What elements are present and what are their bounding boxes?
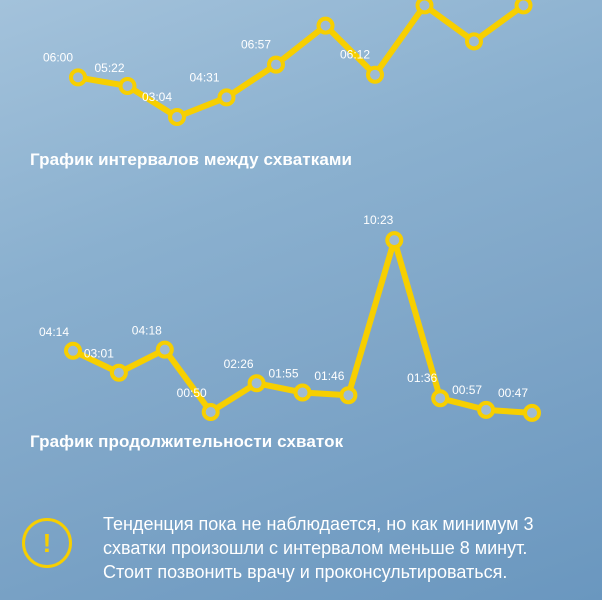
intervals-chart-svg: 06:00 05:22 03:04 04:31 06:57 06:12 xyxy=(43,0,533,126)
durations-point-label: 01:46 xyxy=(314,369,344,383)
alert-text: Тенденция пока не наблюдается, но как ми… xyxy=(103,514,534,582)
intervals-data-point xyxy=(118,76,137,95)
durations-data-point xyxy=(201,403,220,421)
durations-data-point xyxy=(293,383,312,402)
intervals-data-point xyxy=(366,65,384,84)
intervals-data-point xyxy=(415,0,434,15)
intervals-point-label: 03:04 xyxy=(142,90,172,104)
intervals-point-label: 04:31 xyxy=(189,70,219,84)
intervals-data-point xyxy=(168,108,186,126)
intervals-data-point xyxy=(69,68,87,87)
intervals-point-label: 06:57 xyxy=(241,38,271,52)
durations-point-label: 00:57 xyxy=(452,383,482,397)
durations-data-point xyxy=(523,403,541,422)
durations-data-point xyxy=(431,389,450,408)
intervals-data-point xyxy=(267,55,285,74)
intervals-point-label: 06:12 xyxy=(340,48,370,62)
durations-data-point xyxy=(64,341,82,360)
intervals-series-line xyxy=(75,2,527,120)
durations-point-label: 00:50 xyxy=(177,386,207,400)
durations-point-label: 04:18 xyxy=(132,324,162,338)
durations-data-point xyxy=(155,340,174,359)
exclamation-icon: ! xyxy=(22,518,72,568)
durations-data-point xyxy=(109,363,128,382)
durations-chart-svg: 04:14 03:01 04:18 00:50 02:26 01:55 01:46 10:23… xyxy=(39,213,541,422)
intervals-point-label: 06:00 xyxy=(43,50,73,64)
intervals-data-point xyxy=(465,32,483,51)
durations-chart: 04:14 03:01 04:18 00:50 02:26 01:55 01:46 10:23… xyxy=(0,195,602,430)
durations-point-label: 03:01 xyxy=(84,347,114,361)
intervals-chart: 06:00 05:22 03:04 04:31 06:57 06:12 xyxy=(0,0,602,140)
durations-point-label: 01:55 xyxy=(268,367,298,381)
durations-point-label: 02:26 xyxy=(224,357,254,371)
intervals-chart-title: График интервалов между схватками xyxy=(30,150,353,169)
durations-chart-title: График продолжительности схваток xyxy=(30,432,344,451)
durations-point-label: 04:14 xyxy=(39,325,69,339)
durations-data-point xyxy=(247,374,266,393)
intervals-data-point xyxy=(217,88,236,107)
durations-point-label: 01:36 xyxy=(407,371,437,385)
durations-data-point xyxy=(477,400,496,419)
intervals-point-label: 05:22 xyxy=(94,61,124,75)
intervals-data-point xyxy=(514,0,533,15)
durations-data-point xyxy=(339,386,358,405)
durations-point-label: 10:23 xyxy=(363,213,393,227)
durations-data-point xyxy=(385,231,404,250)
trend-alert: ! Тенденция пока не наблюдается, но как … xyxy=(0,505,602,600)
durations-point-label: 00:47 xyxy=(498,386,528,400)
intervals-data-point xyxy=(316,16,335,35)
